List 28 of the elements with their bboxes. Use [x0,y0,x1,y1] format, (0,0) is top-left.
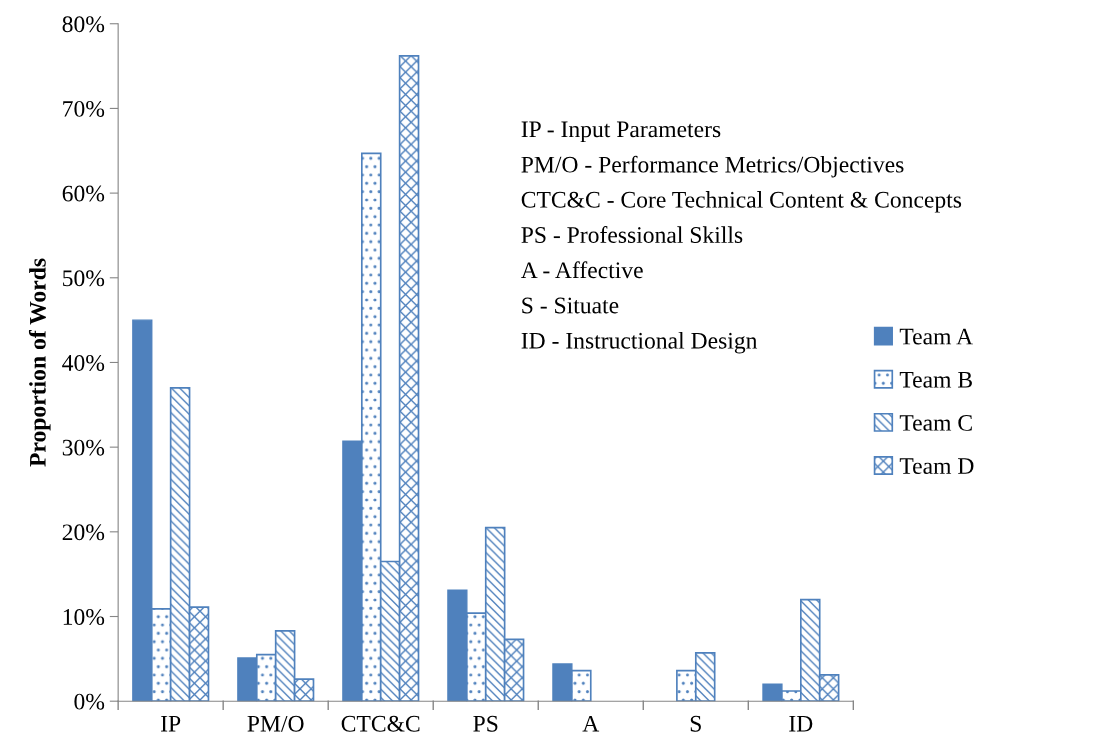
x-tick-label: ID [789,716,813,732]
y-tick-label: 30% [62,439,105,456]
x-tick-label: S [690,715,701,732]
annotation: ID - Instructional Design [521,332,758,354]
annotation: IP - Input Parameters [521,121,721,143]
annotation: PS - Professional Skills [521,226,743,243]
y-tick-label: 20% [62,524,105,541]
x-tick-label: PM/O [247,715,304,732]
x-tick-label: IP [161,716,181,732]
y-tick-label: 60% [62,185,105,202]
x-tick-label: CTC&C [341,715,420,732]
annotation: S - Situate [522,297,619,314]
y-tick-label: 40% [62,354,105,371]
y-tick-label: 80% [62,16,105,33]
y-tick-label: 10% [63,609,105,626]
x-tick-label: PS [473,715,498,732]
annotation: CTC&C - Core Technical Content & Concepts [521,191,962,213]
legend-label: Team C [899,414,972,431]
y-tick-label: 50% [63,270,105,287]
legend-label: Team B [899,372,972,388]
annotation: PM/O - Performance Metrics/Objectives [521,155,904,178]
annotation: A - Affective [520,261,643,279]
x-tick-label: A [582,715,600,732]
y-tick-label: 70% [63,100,105,117]
y-axis-title: Proportion of Words [28,258,51,467]
legend-label: Team D [899,458,974,475]
legend-label: Team A [899,328,973,345]
y-tick-label: 0% [74,693,105,710]
